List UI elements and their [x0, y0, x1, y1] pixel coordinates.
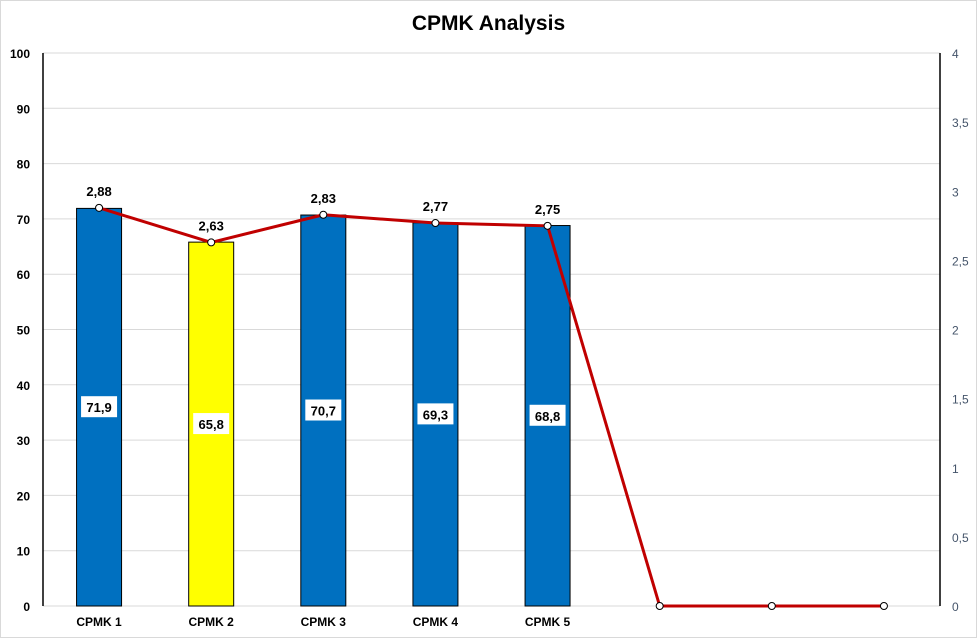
y-right-tick-label: 2 [952, 324, 959, 338]
line-point [95, 203, 104, 212]
bar-label-box [193, 413, 230, 435]
line-data-label: 2,63 [199, 218, 224, 233]
y-right-tick-label: 0,5 [952, 531, 969, 545]
y-left-tick-label: 20 [17, 489, 31, 503]
y-left-tick-label: 10 [17, 545, 31, 559]
chart-title: CPMK Analysis [411, 12, 566, 35]
y-left-tick-label: 30 [17, 434, 31, 448]
line-series [98, 206, 884, 608]
x-tick-label: CPMK 5 [525, 615, 571, 629]
line-point [543, 221, 552, 230]
y-left-tick-label: 0 [23, 600, 30, 614]
bar-label-box [529, 404, 566, 426]
y-left-tick-label: 100 [10, 47, 30, 61]
bar-data-label: 65,8 [199, 417, 224, 432]
line-data-label: 2,75 [535, 202, 560, 217]
line-data-label: 2,83 [311, 191, 336, 206]
x-tick-label: CPMK 4 [413, 615, 459, 629]
line-point [319, 210, 328, 219]
x-tick-label: CPMK 1 [76, 615, 122, 629]
bar-label-box [305, 399, 342, 421]
y-left-tick-label: 40 [17, 379, 31, 393]
line-point [655, 602, 664, 610]
y-right-tick-label: 3,5 [952, 116, 969, 130]
y-right-tick-label: 0 [952, 600, 959, 614]
y-left-tick-label: 60 [17, 268, 31, 282]
y-right-tick-label: 2,5 [952, 254, 969, 268]
y-left-tick-label: 80 [17, 158, 31, 172]
y-right-tick-label: 4 [952, 47, 959, 61]
bar-label-box [417, 403, 454, 425]
line-point [767, 602, 776, 610]
y-right-tick-label: 3 [952, 185, 959, 199]
line-point [879, 602, 888, 610]
y-right-tick-label: 1,5 [952, 393, 969, 407]
x-tick-label: CPMK 2 [189, 615, 235, 629]
bar-data-label: 71,9 [86, 400, 111, 415]
y-left-tick-label: 70 [17, 213, 31, 227]
y-left-tick-label: 50 [17, 324, 31, 338]
y-left-tick-label: 90 [17, 102, 31, 116]
x-tick-label: CPMK 3 [301, 615, 347, 629]
y-right-tick-label: 1 [952, 462, 959, 476]
bar-data-label: 69,3 [423, 407, 448, 422]
line-data-label: 2,88 [86, 184, 111, 199]
line-point [207, 238, 216, 247]
bar-label-box [81, 396, 118, 418]
bar-data-label: 68,8 [535, 409, 560, 424]
line-data-label: 2,77 [423, 199, 448, 214]
line-point [431, 219, 440, 228]
bar-data-label: 70,7 [311, 404, 336, 419]
